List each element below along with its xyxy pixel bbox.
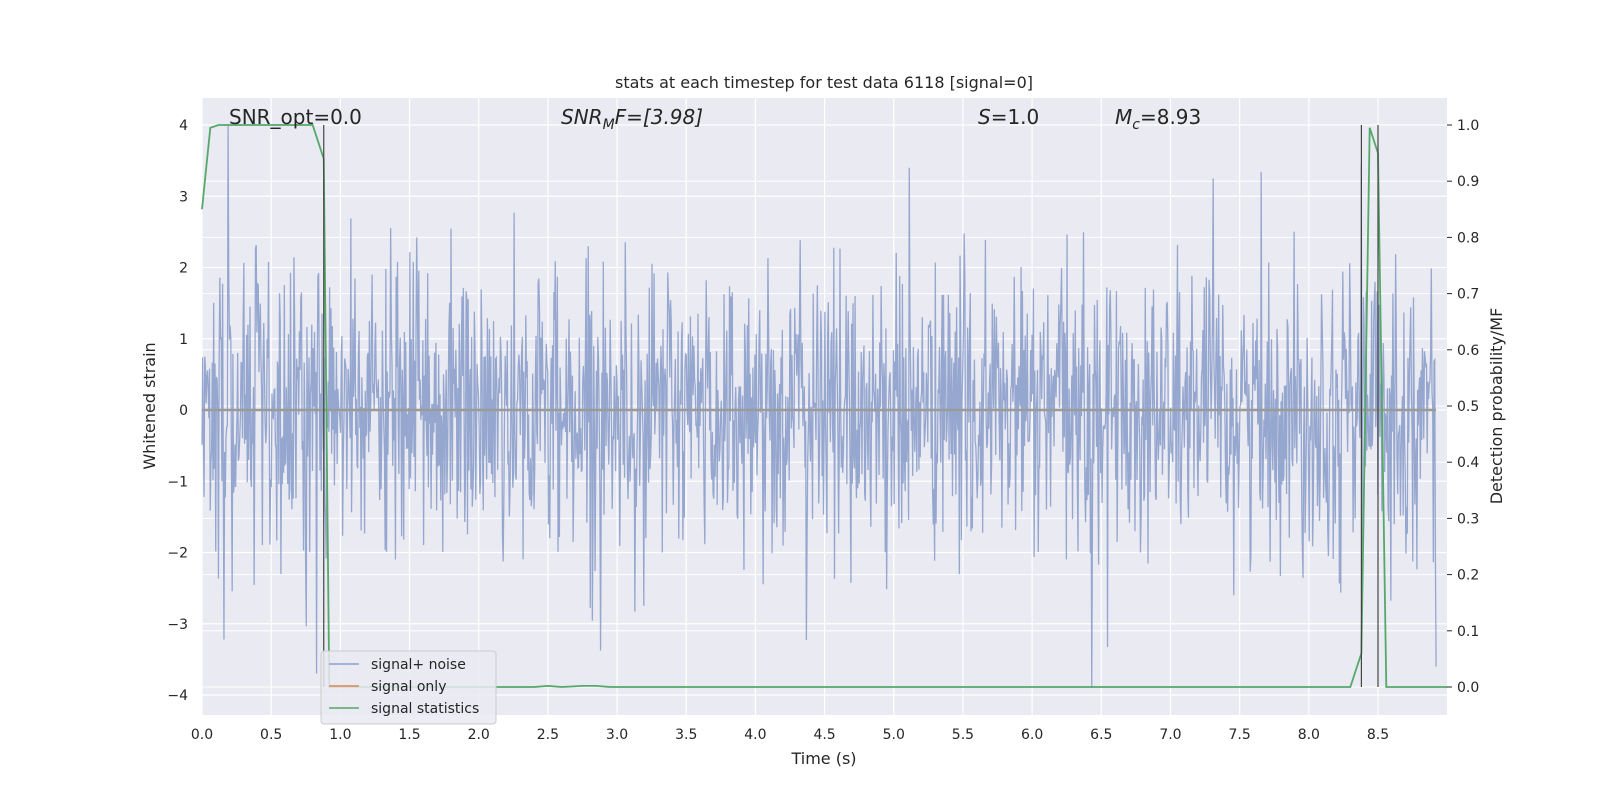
noise-series bbox=[201, 124, 1437, 688]
annotation-snr-mf-sub: M bbox=[603, 117, 615, 133]
x-tick-label: 4.5 bbox=[813, 727, 835, 743]
x-tick-label: 3.5 bbox=[675, 727, 697, 743]
y2-tick-label: 0.2 bbox=[1457, 568, 1479, 584]
y-tick-label: 3 bbox=[179, 189, 188, 205]
y2-tick-label: 1.0 bbox=[1457, 118, 1479, 134]
y-tick-labels: 4 3 2 1 0 −1 −2 −3 −4 bbox=[167, 118, 188, 704]
y-tick-label: 4 bbox=[179, 118, 188, 134]
annotation-mc: Mc=8.93 bbox=[1115, 105, 1201, 133]
y2-tick-label: 0.3 bbox=[1457, 511, 1479, 527]
x-tick-label: 8.0 bbox=[1298, 727, 1320, 743]
y2-tick-label: 0.4 bbox=[1457, 455, 1479, 471]
vertical-markers bbox=[323, 125, 1379, 687]
x-tick-labels: 0.0 0.5 1.0 1.5 2.0 2.5 3.0 3.5 4.0 4.5 5.0 5.5 6.0 6… bbox=[191, 727, 1389, 743]
y2-tick-label: 0.5 bbox=[1457, 399, 1479, 415]
stats-line bbox=[201, 124, 1448, 688]
x-tick-label: 4.0 bbox=[744, 727, 766, 743]
legend-label-signal-only: signal only bbox=[371, 679, 446, 695]
y-tick-label: 1 bbox=[179, 332, 188, 348]
annotation-snr-mf-rest: F=[3.98] bbox=[615, 105, 703, 129]
x-tick-label: 6.0 bbox=[1021, 727, 1043, 743]
y-axis-label: Whitened strain bbox=[140, 342, 159, 469]
legend: signal+ noise signal only signal statist… bbox=[320, 650, 497, 725]
y2-tick-label: 0.7 bbox=[1457, 287, 1479, 303]
legend-label-stats: signal statistics bbox=[371, 701, 479, 717]
x-tick-label: 5.0 bbox=[883, 727, 905, 743]
y-tick-label: −2 bbox=[167, 546, 188, 562]
noise-line bbox=[201, 124, 1437, 688]
x-tick-label: 5.5 bbox=[952, 727, 974, 743]
annotation-s-rest: =1.0 bbox=[991, 105, 1040, 129]
x-axis-label: Time (s) bbox=[790, 749, 856, 768]
x-tick-label: 1.0 bbox=[329, 727, 351, 743]
x-tick-label: 3.0 bbox=[606, 727, 628, 743]
annotation-s-italic: S bbox=[978, 105, 991, 129]
y2-tick-label: 0.6 bbox=[1457, 343, 1479, 359]
annotation-snr-mf-main: SNR bbox=[561, 105, 603, 129]
x-tick-label: 7.0 bbox=[1159, 727, 1181, 743]
annotation-snr-opt: SNR_opt=0.0 bbox=[229, 105, 362, 129]
y2-tick-label: 0.9 bbox=[1457, 174, 1479, 190]
y-tick-label: −1 bbox=[167, 474, 188, 490]
annotation-mc-main: M bbox=[1115, 105, 1132, 129]
x-tick-label: 2.0 bbox=[468, 727, 490, 743]
y-tick-label: −4 bbox=[167, 688, 188, 704]
y2-tick-label: 0.1 bbox=[1457, 624, 1479, 640]
y-tick-label: 0 bbox=[179, 403, 188, 419]
chart-title: stats at each timestep for test data 611… bbox=[615, 73, 1033, 92]
annotation-mc-sub: c bbox=[1132, 117, 1140, 133]
y2-tick-labels: 1.0 0.9 0.8 0.7 0.6 0.5 0.4 0.3 0.2 0.1 0.0 bbox=[1447, 118, 1479, 696]
x-tick-label: 6.5 bbox=[1090, 727, 1112, 743]
legend-label-noise: signal+ noise bbox=[371, 657, 466, 673]
y2-axis-label: Detection probability/MF bbox=[1487, 308, 1506, 505]
legend-box bbox=[320, 650, 497, 725]
x-tick-label: 7.5 bbox=[1229, 727, 1251, 743]
annotation-mc-rest: =8.93 bbox=[1140, 105, 1201, 129]
stats-series bbox=[201, 124, 1448, 688]
x-tick-label: 8.5 bbox=[1367, 727, 1389, 743]
annotation-snr-mf: SNRMF=[3.98] bbox=[561, 105, 703, 133]
y-tick-label: −3 bbox=[167, 617, 188, 633]
x-tick-label: 1.5 bbox=[398, 727, 420, 743]
x-tick-label: 0.0 bbox=[191, 727, 213, 743]
x-tick-label: 2.5 bbox=[537, 727, 559, 743]
y-tick-label: 2 bbox=[179, 261, 188, 277]
y2-tick-label: 0.8 bbox=[1457, 230, 1479, 246]
annotation-s: S=1.0 bbox=[978, 105, 1039, 129]
y2-tick-label: 0.0 bbox=[1457, 680, 1479, 696]
x-tick-label: 0.5 bbox=[260, 727, 282, 743]
